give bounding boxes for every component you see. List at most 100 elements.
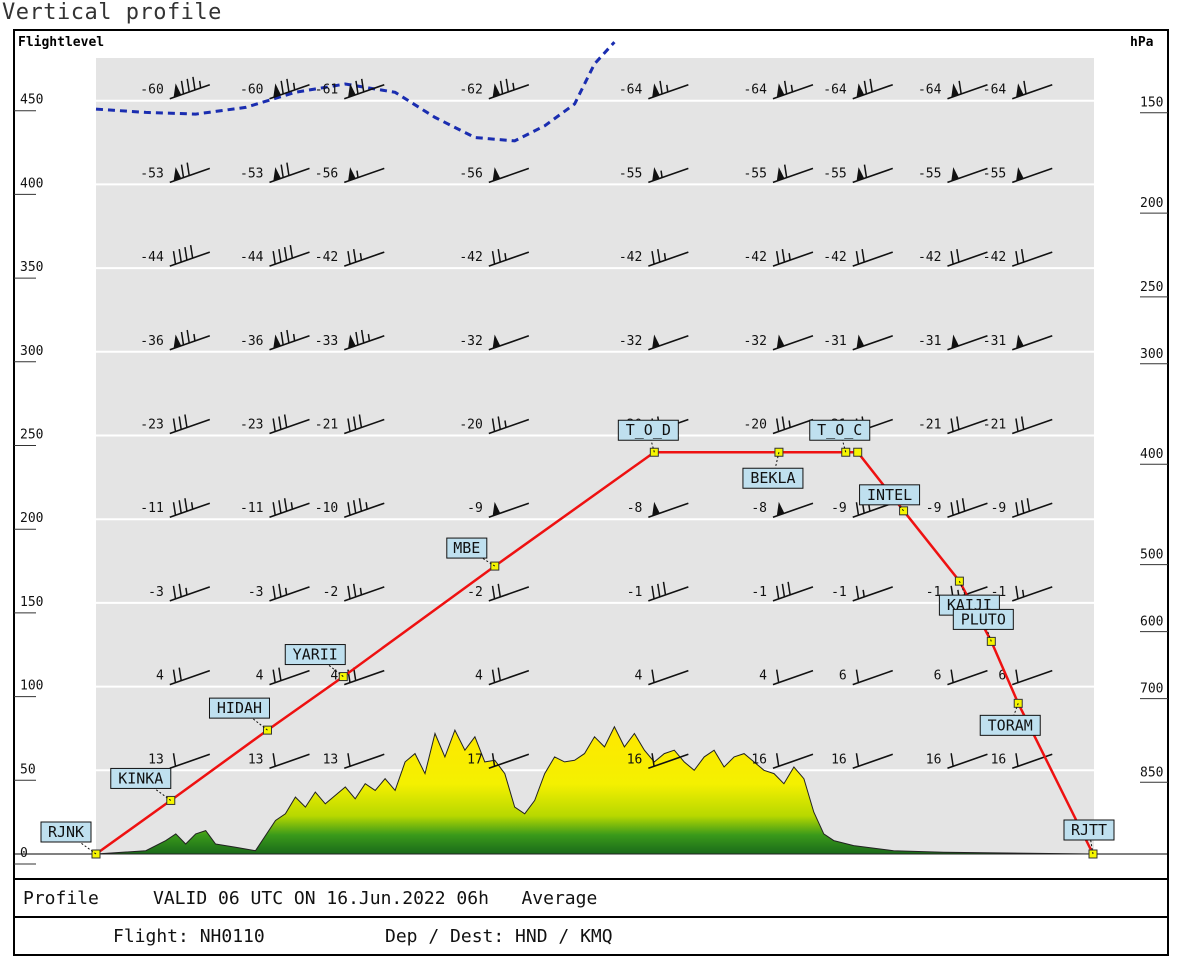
wind-barb-half-feather	[284, 587, 288, 596]
plot-background	[96, 58, 1094, 854]
wind-barb-feather	[186, 78, 190, 93]
temperature-label: -21	[918, 418, 941, 433]
wind-barb-half-feather	[185, 587, 188, 596]
wind-barb-feather	[347, 753, 351, 767]
wind-barb-feather	[861, 248, 865, 263]
temperature-label: -20	[459, 418, 482, 433]
temperature-label: -55	[918, 166, 941, 181]
wind-barb-feather	[172, 250, 177, 265]
temperature-label: -42	[619, 250, 642, 265]
wind-barb-flag	[348, 334, 356, 349]
temperature-label: -9	[467, 501, 483, 516]
waypoint-label-box	[110, 767, 172, 789]
wind-barb-feather	[280, 80, 284, 95]
left-tick-label: 200	[20, 511, 43, 526]
wind-cell: 6	[839, 669, 893, 686]
temperature-label: 4	[156, 669, 164, 684]
wind-cell: -8	[627, 501, 689, 518]
wind-barb-feather	[272, 418, 276, 432]
temperature-label: -55	[743, 166, 766, 181]
wind-barb-staff	[488, 753, 530, 770]
wind-barb-feather	[283, 498, 288, 512]
wind-cell: -64	[918, 80, 988, 100]
wind-cell: 4	[635, 669, 689, 686]
tropopause	[95, 41, 616, 143]
wind-barb-feather	[272, 250, 276, 265]
wind-barb-feather	[787, 581, 791, 596]
temperature-label: -9	[991, 501, 1007, 516]
wind-cell: -64	[983, 80, 1053, 100]
wind-barb-staff	[269, 669, 310, 686]
tropopause-line	[95, 41, 616, 143]
wind-cell: -21	[315, 414, 385, 435]
wind-barb-half-feather	[788, 420, 791, 428]
flight-number-text: Flight: NH0110	[113, 926, 265, 947]
left-tick-label: 250	[20, 428, 43, 443]
right-tick-label: 200	[1140, 196, 1163, 211]
wind-barb-feather	[347, 585, 351, 600]
wind-barb-feather	[950, 250, 954, 265]
wind-barb-feather	[360, 78, 365, 93]
waypoint-label-box	[859, 484, 921, 506]
temperature-label: -42	[315, 250, 338, 265]
right-tick-label: 150	[1140, 96, 1163, 111]
wind-barb-feather	[278, 248, 282, 263]
wind-cell: 4	[256, 667, 310, 686]
temperature-label: -60	[140, 83, 163, 98]
wind-barb-feather	[956, 500, 960, 514]
wind-barb-staff	[1011, 586, 1053, 602]
wind-barb-half-feather	[193, 333, 196, 342]
temperature-label: 4	[330, 669, 338, 684]
wind-barb-feather	[347, 502, 351, 516]
wind-cell: -31	[823, 334, 893, 351]
wind-barb-staff	[488, 502, 530, 518]
temperature-label: 4	[256, 669, 264, 684]
waypoint-label-box	[208, 697, 270, 719]
temperature-label: -42	[918, 250, 941, 265]
left-tick-label: 300	[20, 344, 43, 359]
wind-barb-feather	[192, 76, 196, 91]
wind-barb-staff	[947, 502, 988, 518]
wind-barb-flag	[856, 83, 865, 98]
wind-barb-feather	[352, 500, 357, 514]
wind-barb-feather	[855, 669, 860, 683]
wind-barb-flag	[492, 167, 501, 182]
wind-barb-feather	[1020, 248, 1025, 263]
wind-barb-staff	[269, 502, 310, 518]
wind-barb-half-feather	[790, 84, 794, 93]
wind-barb-flag	[173, 167, 182, 182]
waypoint-label-box	[284, 644, 346, 666]
wind-barb-feather	[283, 246, 288, 261]
vertical-profile-chart: Flightlevel hPa 0 50 100 150 200 250 300 350 400…	[14, 35, 1168, 865]
temperature-label: -42	[743, 250, 766, 265]
temperature-label: -33	[315, 334, 338, 349]
wind-cell: -20	[459, 416, 530, 435]
waypoint-label-box	[446, 537, 488, 559]
wind-cell: -42	[823, 248, 893, 267]
left-tick-label: 100	[20, 679, 43, 694]
wind-barb-feather	[783, 164, 788, 178]
wind-barb-feather	[950, 669, 954, 683]
wind-barb-staff	[488, 669, 530, 686]
temperature-label: -62	[459, 83, 482, 98]
wind-cell: -3	[148, 583, 211, 602]
wind-barb-half-feather	[504, 252, 507, 261]
wind-barb-feather	[178, 667, 182, 681]
wind-barb-feather	[657, 248, 661, 263]
wind-cell: -44	[240, 244, 310, 267]
waypoint-labels: RJNK KINKA HIDAH YARII MBE T_O_D BEKLA T_O_C INT…	[40, 419, 1115, 855]
temperature-label: 6	[934, 669, 942, 684]
profile-label: Profile	[23, 888, 99, 909]
wind-cell: -11	[140, 498, 211, 518]
temperature-label: -21	[983, 418, 1006, 433]
wind-cell: 16	[751, 752, 814, 770]
wind-barb-flag	[1016, 83, 1024, 98]
wind-barb-feather	[172, 585, 177, 600]
wind-barb-flag	[951, 334, 959, 349]
wind-cell: -31	[983, 334, 1053, 351]
wind-barb-feather	[172, 502, 177, 516]
temperature-label: -42	[459, 250, 482, 265]
waypoint-label: RJTT	[1071, 821, 1107, 839]
wind-cell: -64	[743, 80, 814, 100]
wind-barb-half-feather	[512, 82, 515, 91]
